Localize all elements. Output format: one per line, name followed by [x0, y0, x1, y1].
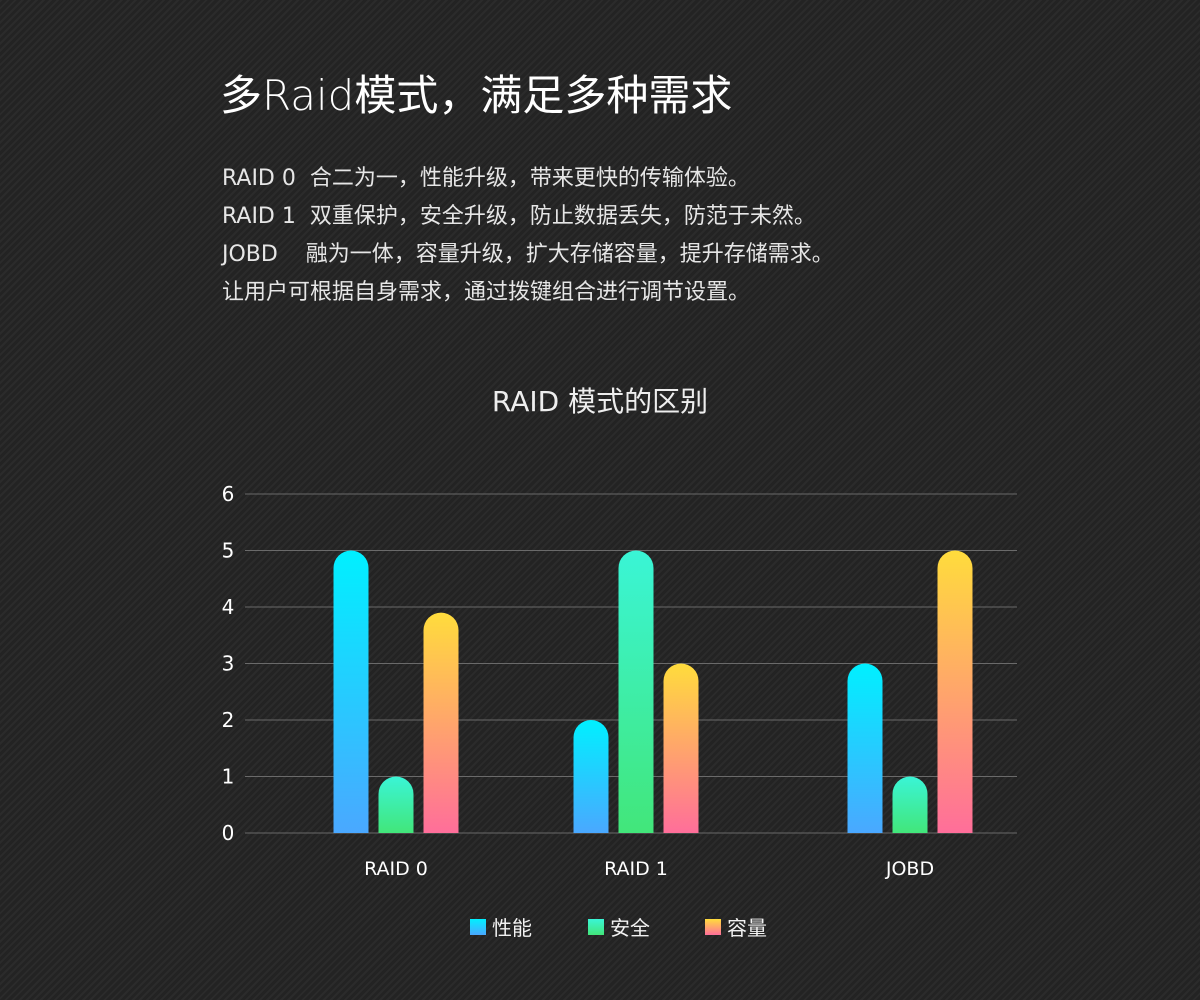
- legend-label: 容量: [727, 916, 767, 940]
- y-tick-label: 1: [222, 765, 235, 789]
- y-tick-label: 0: [222, 821, 235, 845]
- legend-item: 安全: [588, 912, 650, 941]
- legend: 性能 安全 容量: [0, 912, 1200, 942]
- bar-性能: [573, 720, 609, 833]
- legend-label: 安全: [610, 916, 650, 940]
- y-tick-label: 6: [222, 482, 235, 506]
- x-tick-label: JOBD: [885, 858, 934, 880]
- bar-安全: [618, 550, 654, 833]
- description-line: 让用户可根据自身需求，通过拨键组合进行调节设置。: [222, 280, 751, 305]
- legend-label: 性能: [492, 916, 532, 940]
- bar-性能: [847, 663, 883, 833]
- x-tick-label: RAID 0: [364, 858, 428, 880]
- legend-swatch: [588, 918, 604, 935]
- legend-item: 容量: [705, 912, 767, 941]
- bar-容量: [663, 663, 699, 833]
- description: RAID 0 合二为一，性能升级，带来更快的传输体验。 RAID 1 双重保护，…: [222, 160, 834, 312]
- bar-容量: [937, 550, 973, 833]
- chart-title: RAID 模式的区别: [491, 385, 709, 418]
- legend-swatch: [705, 918, 721, 935]
- y-tick-label: 5: [222, 539, 235, 563]
- y-tick-label: 3: [222, 652, 235, 676]
- y-tick-label: 2: [222, 708, 235, 732]
- description-line: RAID 1 双重保护，安全升级，防止数据丢失，防范于未然。: [222, 204, 816, 229]
- bar-容量: [423, 612, 459, 833]
- description-line: RAID 0 合二为一，性能升级，带来更快的传输体验。: [222, 166, 750, 191]
- legend-item: 性能: [470, 912, 532, 941]
- description-line: JOBD 融为一体，容量升级，扩大存储容量，提升存储需求。: [222, 242, 834, 267]
- page-title: 多Raid模式，满足多种需求: [220, 71, 733, 120]
- y-tick-label: 4: [222, 595, 235, 619]
- bar-安全: [892, 776, 928, 833]
- bar-安全: [378, 776, 414, 833]
- x-tick-label: RAID 1: [604, 858, 668, 880]
- legend-swatch: [470, 918, 486, 935]
- bar-性能: [333, 550, 369, 833]
